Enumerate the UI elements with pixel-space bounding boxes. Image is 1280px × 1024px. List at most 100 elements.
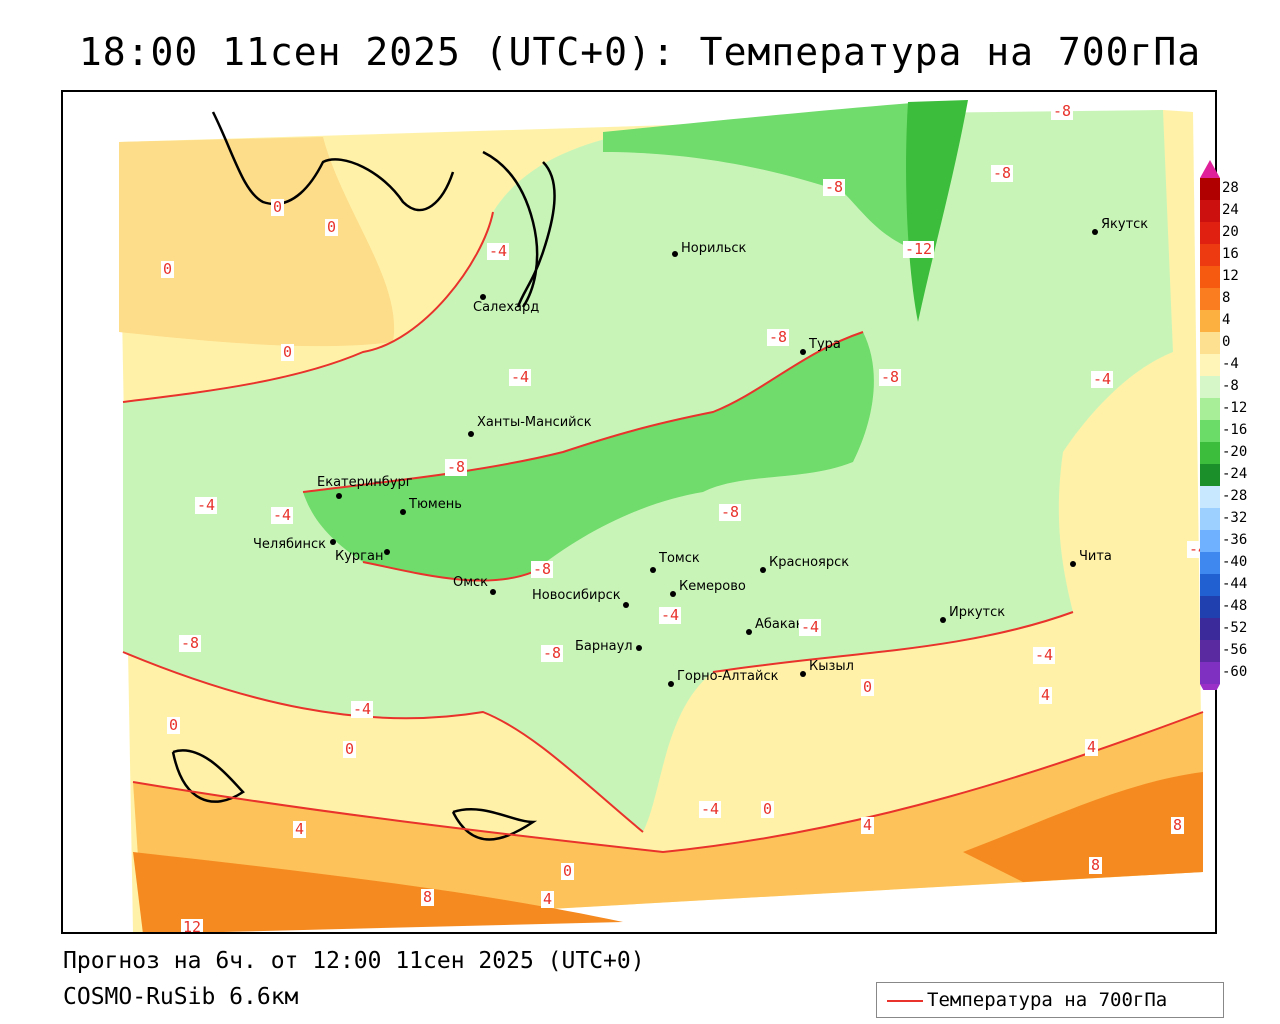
isotherm-label-bg bbox=[487, 243, 509, 260]
isotherm-label: -8 bbox=[825, 178, 843, 196]
isotherm-label: -4 bbox=[1035, 646, 1053, 664]
isotherm-label: -8 bbox=[447, 458, 465, 476]
map-canvas: Норильск Якутск Салехард Тура Ханты-Мансийск… bbox=[119, 100, 1209, 932]
map-title: 18:00 11сен 2025 (UTC+0): Температура на… bbox=[78, 30, 1202, 74]
isotherm-label-bg bbox=[1051, 103, 1073, 120]
city-label: Курган bbox=[335, 549, 383, 564]
city-label: Чита bbox=[1079, 549, 1112, 564]
colorbar-top-arrow bbox=[1200, 160, 1220, 178]
forecast-info: Прогноз на 6ч. от 12:00 11сен 2025 (UTC+… bbox=[63, 948, 645, 974]
colorbar-swatch bbox=[1200, 376, 1220, 398]
isotherm-label: -8 bbox=[881, 368, 899, 386]
isotherm-label-bg bbox=[699, 801, 721, 818]
isotherm-label-bg bbox=[541, 645, 563, 662]
warm-zone-west bbox=[119, 137, 395, 347]
city-label: Кызыл bbox=[809, 659, 854, 674]
city-label: Норильск bbox=[681, 241, 747, 256]
city-label: Якутск bbox=[1101, 217, 1148, 232]
isotherm-label-bg bbox=[325, 219, 338, 236]
city-marker bbox=[1070, 561, 1076, 567]
city-label: Абакан bbox=[755, 617, 804, 632]
city-marker bbox=[336, 493, 342, 499]
isotherm-label-bg bbox=[271, 199, 284, 216]
isotherm-label: 8 bbox=[423, 888, 432, 906]
city-marker bbox=[650, 567, 656, 573]
city-marker bbox=[940, 617, 946, 623]
colorbar-label: 24 bbox=[1222, 202, 1239, 218]
city-marker bbox=[468, 431, 474, 437]
isotherm-label: -12 bbox=[905, 240, 932, 258]
isotherm-label-bg bbox=[1171, 817, 1184, 834]
isotherm-label-bg bbox=[281, 344, 294, 361]
city-label: Новосибирск bbox=[532, 588, 621, 603]
isotherm-label-bg bbox=[195, 497, 217, 514]
isotherm-label-bg bbox=[161, 261, 174, 278]
isotherm-label-bg bbox=[351, 701, 373, 718]
isotherm-label: 0 bbox=[863, 678, 872, 696]
isotherm-label: -8 bbox=[181, 634, 199, 652]
city-label: Салехард bbox=[473, 300, 539, 315]
isotherm-label: 4 bbox=[295, 820, 304, 838]
isotherm-label: 0 bbox=[763, 800, 772, 818]
colorbar-swatch bbox=[1200, 266, 1220, 288]
colorbar-label: -24 bbox=[1222, 466, 1248, 482]
colorbar-swatch bbox=[1200, 640, 1220, 662]
colorbar-label: 12 bbox=[1222, 268, 1239, 284]
isotherm-label-bg bbox=[799, 619, 821, 636]
city-marker bbox=[670, 591, 676, 597]
isotherm-label: -8 bbox=[543, 644, 561, 662]
city-label: Иркутск bbox=[949, 605, 1005, 620]
city-marker bbox=[623, 602, 629, 608]
city-label: Томск bbox=[658, 551, 700, 566]
isotherm-label: -4 bbox=[489, 242, 507, 260]
isotherm-label-bg bbox=[421, 889, 434, 906]
isotherm-label: 8 bbox=[1091, 856, 1100, 874]
legend-line-swatch bbox=[887, 1000, 923, 1002]
city-label: Ханты-Мансийск bbox=[477, 415, 592, 430]
colorbar-swatch bbox=[1200, 574, 1220, 596]
city-marker bbox=[746, 629, 752, 635]
city-marker bbox=[800, 671, 806, 677]
colorbar-label: -8 bbox=[1222, 378, 1239, 394]
city-label: Челябинск bbox=[253, 537, 326, 552]
colorbar-label: -28 bbox=[1222, 488, 1248, 504]
colorbar-label: -20 bbox=[1222, 444, 1248, 460]
colorbar-swatches bbox=[1200, 160, 1220, 702]
map-legend: Температура на 700гПа bbox=[876, 982, 1224, 1018]
temperature-colorbar bbox=[1198, 160, 1258, 702]
colorbar-swatch bbox=[1200, 332, 1220, 354]
isotherm-label-bg bbox=[861, 679, 874, 696]
city-marker bbox=[800, 349, 806, 355]
isotherm-label-bg bbox=[719, 504, 741, 521]
colorbar-swatch bbox=[1200, 398, 1220, 420]
city-marker bbox=[1092, 229, 1098, 235]
cold-zone-minus12 bbox=[906, 100, 968, 322]
city-label: Кемерово bbox=[679, 579, 746, 594]
temperature-map[interactable]: Норильск Якутск Салехард Тура Ханты-Мансийск… bbox=[61, 90, 1217, 934]
city-marker bbox=[330, 539, 336, 545]
isotherm-label: -8 bbox=[721, 503, 739, 521]
city-label: Красноярск bbox=[769, 555, 849, 570]
city-marker bbox=[490, 589, 496, 595]
isotherm-label: 4 bbox=[863, 816, 872, 834]
colorbar-swatch bbox=[1200, 596, 1220, 618]
isotherm-label: -4 bbox=[353, 700, 371, 718]
city-label: Горно-Алтайск bbox=[677, 669, 779, 684]
isotherm-label: 0 bbox=[345, 740, 354, 758]
isotherm-label: -8 bbox=[1053, 102, 1071, 120]
colorbar-swatch bbox=[1200, 354, 1220, 376]
colorbar-swatch bbox=[1200, 464, 1220, 486]
city-marker bbox=[480, 294, 486, 300]
isotherm-label-bg bbox=[541, 891, 554, 908]
colorbar-label: -40 bbox=[1222, 554, 1248, 570]
city-marker bbox=[636, 645, 642, 651]
coastline bbox=[171, 111, 556, 841]
colorbar-label: -12 bbox=[1222, 400, 1248, 416]
isotherm-label-bg bbox=[903, 241, 934, 258]
colorbar-swatch bbox=[1200, 442, 1220, 464]
city-marker bbox=[384, 549, 390, 555]
isotherm-label: 8 bbox=[1173, 816, 1182, 834]
colorbar-label: 28 bbox=[1222, 180, 1239, 196]
colorbar-label: 8 bbox=[1222, 290, 1231, 306]
colorbar-label: -4 bbox=[1222, 356, 1239, 372]
